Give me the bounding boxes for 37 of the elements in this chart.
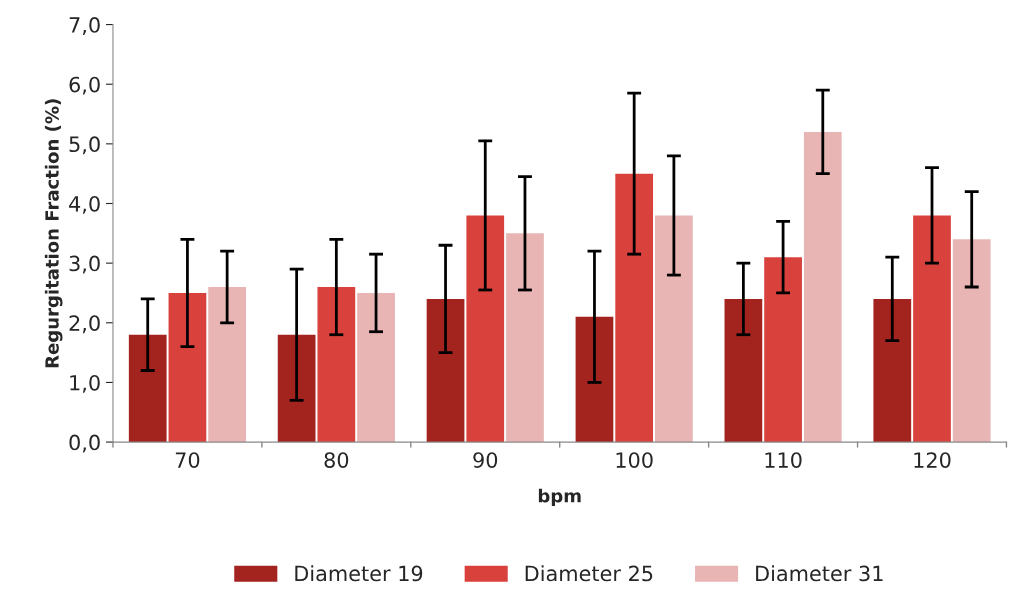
bar [168,292,207,443]
y-tick-label: 0,0 [69,434,100,453]
x-tick-label: 70 [175,452,200,468]
bar [655,215,693,443]
legend-label: Diameter 25 [525,565,653,582]
y-axis-title: Regurgitation Fraction (%) [44,99,63,368]
y-tick-label: 3,0 [69,255,100,274]
bar [317,287,356,443]
y-tick-label: 1,0 [70,374,100,393]
x-tick-label: 80 [324,452,349,468]
bar [426,298,465,443]
bar [208,287,246,443]
x-tick-label: 90 [473,452,498,468]
x-tick-label: 110 [765,452,802,468]
y-tick-label: 6,0 [69,76,100,95]
legend-label: Diameter 19 [295,565,423,582]
x-axis-title: bpm [538,488,581,507]
bar [128,334,167,443]
bar [506,233,544,443]
bar [952,239,991,443]
bar [873,298,912,443]
bar [724,298,763,443]
legend-label: Diameter 31 [756,565,883,582]
bar [764,257,802,443]
bar [913,215,951,443]
bar [575,316,614,443]
y-tick-label: 7,0 [69,17,100,35]
x-tick-label: 100 [616,452,653,468]
y-tick-label: 4,0 [69,195,100,214]
y-tick-label: 2,0 [69,315,100,334]
bar [357,292,395,443]
bar [466,215,505,443]
x-tick-label: 120 [914,452,951,468]
bar [803,131,842,443]
y-tick-label: 5,0 [69,136,100,155]
bar [615,173,654,443]
bar [277,334,316,443]
